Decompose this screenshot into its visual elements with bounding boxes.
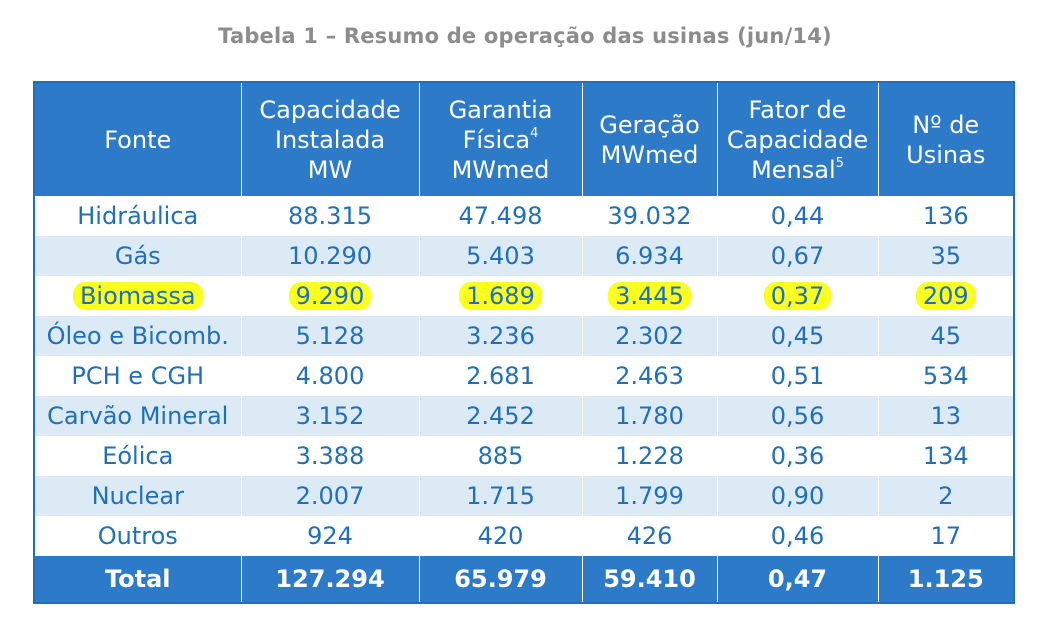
cell-capacidade: 3.152 — [240, 396, 419, 436]
cell-fator: 0,45 — [716, 316, 878, 356]
cell-fator: 0,44 — [716, 196, 878, 236]
footnote-4: 4 — [530, 125, 539, 141]
header-fonte: Fonte — [34, 82, 241, 196]
table-row: Nuclear 2.007 1.715 1.799 0,90 2 — [34, 476, 1014, 516]
table-row: PCH e CGH 4.800 2.681 2.463 0,51 534 — [34, 356, 1014, 396]
table-row: Eólica 3.388 885 1.228 0,36 134 — [34, 436, 1014, 476]
header-row: Fonte Capacidade Instalada MW Garantia F… — [34, 82, 1014, 196]
footnote-5: 5 — [835, 155, 844, 171]
highlight-mark: 3.445 — [608, 282, 691, 310]
highlight-mark: 209 — [915, 282, 976, 310]
cell-garantia: 2.681 — [418, 356, 582, 396]
total-garantia: 65.979 — [418, 556, 582, 603]
cell-fonte: Gás — [34, 236, 241, 276]
highlight-mark: Biomassa — [72, 282, 203, 310]
cell-usinas: 134 — [877, 436, 1014, 476]
cell-capacidade: 924 — [240, 516, 419, 556]
cell-fonte: PCH e CGH — [34, 356, 241, 396]
cell-garantia: 1.689 — [418, 276, 582, 316]
total-usinas: 1.125 — [877, 556, 1014, 603]
cell-garantia: 47.498 — [418, 196, 582, 236]
cell-geracao: 2.463 — [581, 356, 717, 396]
cell-usinas: 13 — [877, 396, 1014, 436]
cell-garantia: 3.236 — [418, 316, 582, 356]
table-row: Óleo e Bicomb. 5.128 3.236 2.302 0,45 45 — [34, 316, 1014, 356]
total-row: Total 127.294 65.979 59.410 0,47 1.125 — [34, 556, 1014, 603]
table-row: Carvão Mineral 3.152 2.452 1.780 0,56 13 — [34, 396, 1014, 436]
header-garantia: Garantia Física4 MWmed — [418, 82, 582, 196]
cell-fator: 0,46 — [716, 516, 878, 556]
cell-usinas: 17 — [877, 516, 1014, 556]
table-row: Hidráulica 88.315 47.498 39.032 0,44 136 — [34, 196, 1014, 236]
cell-garantia: 5.403 — [418, 236, 582, 276]
cell-fonte: Óleo e Bicomb. — [34, 316, 241, 356]
header-capacidade: Capacidade Instalada MW — [240, 82, 419, 196]
cell-fonte: Carvão Mineral — [34, 396, 241, 436]
cell-usinas: 45 — [877, 316, 1014, 356]
table-row-highlighted: Biomassa 9.290 1.689 3.445 0,37 209 — [34, 276, 1014, 316]
cell-garantia: 1.715 — [418, 476, 582, 516]
cell-usinas: 2 — [877, 476, 1014, 516]
cell-usinas: 534 — [877, 356, 1014, 396]
table-footer: Total 127.294 65.979 59.410 0,47 1.125 — [34, 556, 1014, 603]
total-geracao: 59.410 — [581, 556, 717, 603]
cell-geracao: 3.445 — [581, 276, 717, 316]
cell-fonte: Nuclear — [34, 476, 241, 516]
highlight-mark: 9.290 — [288, 282, 372, 310]
cell-usinas: 35 — [877, 236, 1014, 276]
header-fator: Fator de Capacidade Mensal5 — [716, 82, 878, 196]
highlight-mark: 0,37 — [763, 282, 832, 310]
cell-garantia: 2.452 — [418, 396, 582, 436]
cell-capacidade: 9.290 — [240, 276, 419, 316]
table-header: Fonte Capacidade Instalada MW Garantia F… — [34, 82, 1014, 196]
cell-capacidade: 5.128 — [240, 316, 419, 356]
cell-fonte: Hidráulica — [34, 196, 241, 236]
cell-fator: 0,36 — [716, 436, 878, 476]
cell-garantia: 420 — [418, 516, 582, 556]
cell-fonte: Biomassa — [34, 276, 241, 316]
cell-capacidade: 4.800 — [240, 356, 419, 396]
cell-usinas: 136 — [877, 196, 1014, 236]
cell-geracao: 1.780 — [581, 396, 717, 436]
cell-capacidade: 10.290 — [240, 236, 419, 276]
cell-garantia: 885 — [418, 436, 582, 476]
cell-fonte: Eólica — [34, 436, 241, 476]
table-body: Hidráulica 88.315 47.498 39.032 0,44 136… — [34, 196, 1014, 556]
cell-usinas: 209 — [877, 276, 1014, 316]
header-usinas: Nº de Usinas — [877, 82, 1014, 196]
table-row: Outros 924 420 426 0,46 17 — [34, 516, 1014, 556]
cell-fator: 0,67 — [716, 236, 878, 276]
cell-geracao: 2.302 — [581, 316, 717, 356]
cell-capacidade: 3.388 — [240, 436, 419, 476]
cell-fator: 0,90 — [716, 476, 878, 516]
cell-fator: 0,37 — [716, 276, 878, 316]
cell-fonte: Outros — [34, 516, 241, 556]
table-title: Tabela 1 – Resumo de operação das usinas… — [218, 24, 832, 48]
cell-capacidade: 2.007 — [240, 476, 419, 516]
total-capacidade: 127.294 — [240, 556, 419, 603]
operations-table: Fonte Capacidade Instalada MW Garantia F… — [33, 81, 1015, 604]
table-row: Gás 10.290 5.403 6.934 0,67 35 — [34, 236, 1014, 276]
cell-geracao: 39.032 — [581, 196, 717, 236]
cell-fator: 0,51 — [716, 356, 878, 396]
cell-geracao: 1.228 — [581, 436, 717, 476]
total-label: Total — [34, 556, 241, 603]
highlight-mark: 1.689 — [459, 282, 542, 310]
cell-fator: 0,56 — [716, 396, 878, 436]
cell-geracao: 6.934 — [581, 236, 717, 276]
cell-capacidade: 88.315 — [240, 196, 419, 236]
total-fator: 0,47 — [716, 556, 878, 603]
cell-geracao: 1.799 — [581, 476, 717, 516]
header-geracao: Geração MWmed — [581, 82, 717, 196]
cell-geracao: 426 — [581, 516, 717, 556]
